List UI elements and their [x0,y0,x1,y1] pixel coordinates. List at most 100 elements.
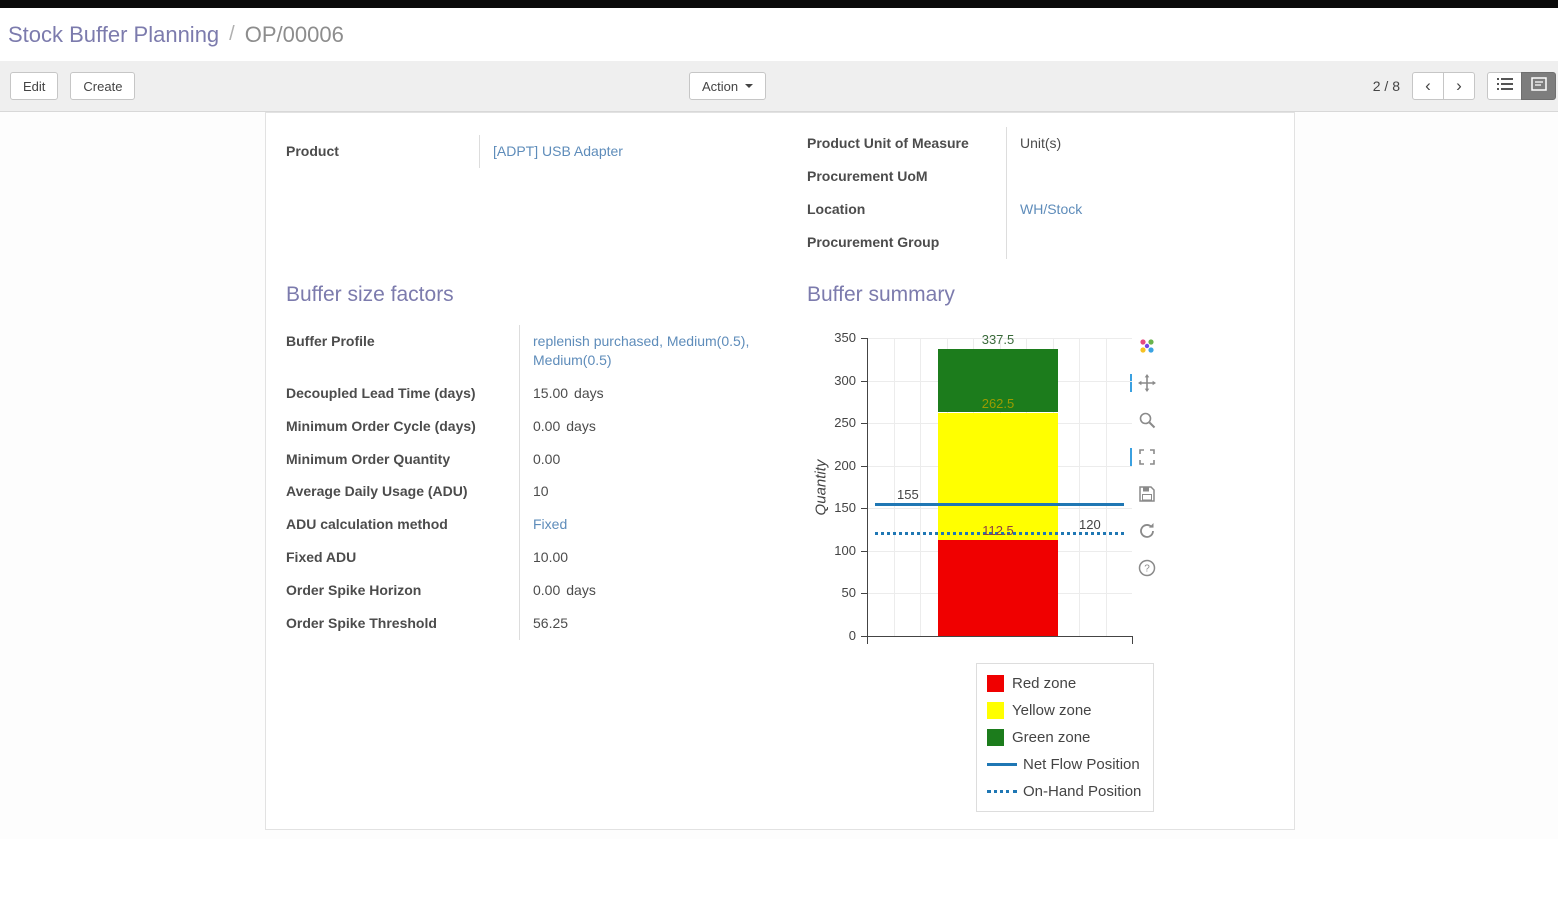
field-value: 10 [519,475,778,509]
field-suffix: days [566,417,596,434]
svg-text:?: ? [1144,564,1150,575]
chart-modebar: ? [1130,336,1157,578]
top-navbar [0,0,1558,8]
v-gridline [920,338,921,636]
field-row: Buffer Profile replenish purchased, Mediu… [286,325,778,377]
y-tick-label: 300 [834,372,856,388]
yellow-zone-swatch [987,702,1004,719]
help-icon[interactable]: ? [1137,558,1157,578]
legend-item-on-hand-position[interactable]: On-Hand Position [987,778,1143,805]
legend-label: Net Flow Position [1023,756,1140,773]
field-label: Order Spike Horizon [286,582,422,599]
procurement-field-group: Product Unit of Measure Unit(s) Procuremen… [807,127,1277,259]
field-value-link[interactable]: [ADPT] USB Adapter [493,143,623,159]
field-value: Unit(s) [1006,127,1277,160]
field-label: Location [807,200,866,217]
buffer-summary-title: Buffer summary [807,283,955,306]
list-icon [1496,76,1513,96]
action-dropdown-button[interactable]: Action [689,72,767,100]
field-value-link[interactable]: Fixed [533,516,568,533]
y-axis-line [867,338,868,637]
field-row: Fixed ADU 10.00 [286,541,778,575]
form-view-icon [1530,76,1547,96]
y-axis-tick [861,380,867,382]
field-row: Procurement Group [807,225,1277,259]
pager-previous-button[interactable]: ‹ [1412,72,1444,100]
field-value: 56.25 [519,607,778,640]
green-zone-swatch [987,729,1004,746]
pager-next-button[interactable]: › [1443,72,1475,100]
chevron-down-icon [745,84,754,88]
legend-item-green-zone[interactable]: Green zone [987,724,1143,751]
list-view-button[interactable] [1487,72,1522,100]
field-value-text: 10 [533,483,549,500]
legend-item-net-flow-position[interactable]: Net Flow Position [987,751,1143,778]
legend-label: On-Hand Position [1023,783,1142,800]
yellow-zone-bar [938,412,1058,541]
x-axis-tick [1132,636,1133,644]
pager-counter: 2 / 8 [1372,78,1400,94]
pan-icon[interactable] [1130,373,1157,393]
field-label: Procurement Group [807,233,940,250]
main-content-area: Product [ADPT] USB Adapter Product Unit o… [0,112,1558,839]
field-row: Minimum Order Cycle (days) 0.00 days [286,409,778,443]
zoom-icon[interactable] [1137,410,1157,430]
field-row: Location WH/Stock [807,192,1277,226]
on-hand-position-swatch [987,790,1017,793]
field-value-link[interactable]: WH/Stock [1020,200,1083,217]
reset-axes-icon[interactable] [1137,521,1157,541]
save-icon[interactable] [1137,484,1157,504]
breadcrumb: Stock Buffer Planning / OP/00006 [0,8,1558,61]
y-axis-tick [861,423,867,425]
on-hand-position-line [875,531,1124,535]
chart-annotation: 262.5 [981,395,1015,411]
field-label: ADU calculation method [286,516,448,533]
buffer-summary-chart: Quantity ? Red zone Yellow zone Green zone… [807,330,1287,898]
field-value-text: 0.00 [533,582,561,599]
buffer-size-factors-section: Buffer size factors Buffer Profile replen… [286,283,778,640]
autoscale-icon[interactable] [1130,447,1157,467]
legend-item-yellow-zone[interactable]: Yellow zone [987,697,1143,724]
field-value: 0.00 [519,442,778,476]
product-field-group: Product [ADPT] USB Adapter [286,135,778,168]
pager-buttons: ‹ › [1412,72,1475,100]
field-label: Decoupled Lead Time (days) [286,384,476,401]
breadcrumb-root-link[interactable]: Stock Buffer Planning [8,21,220,47]
field-row: Decoupled Lead Time (days) 15.00 days [286,376,778,410]
chart-legend: Red zone Yellow zone Green zone Net Flow Po… [976,663,1154,812]
action-dropdown-label: Action [702,78,739,94]
field-value-text: 10.00 [533,549,569,566]
x-axis-line [867,636,1133,637]
v-gridline [893,338,895,636]
field-row: Order Spike Horizon 0.00 days [286,574,778,608]
legend-label: Green zone [1012,729,1091,746]
field-value: [ADPT] USB Adapter [479,135,778,168]
field-row: Product Unit of Measure Unit(s) [807,127,1277,160]
field-label: Procurement UoM [807,167,928,184]
field-row: Order Spike Threshold 56.25 [286,607,778,640]
create-button[interactable]: Create [70,72,136,100]
chart-annotation: 155 [897,487,919,503]
control-panel-right: 2 / 8 ‹ › [1373,72,1556,100]
field-value-link[interactable]: replenish purchased, Medium(0.5), Medium… [533,333,750,368]
field-label: Product Unit of Measure [807,135,969,151]
field-value-text: 0.00 [533,417,561,434]
field-label: Minimum Order Quantity [286,450,451,467]
field-value [1006,225,1277,259]
control-panel-left: Edit Create [10,72,136,100]
field-value-text: 0.00 [533,450,561,467]
field-value-text: 56.25 [533,615,569,632]
field-value: replenish purchased, Medium(0.5), Medium… [519,325,778,377]
legend-label: Yellow zone [1012,702,1092,719]
field-value: 15.00 days [519,376,778,410]
legend-item-red-zone[interactable]: Red zone [987,670,1143,697]
view-switcher [1487,72,1556,100]
form-view-button[interactable] [1521,72,1556,100]
breadcrumb-separator: / [229,23,235,45]
plotly-logo-icon[interactable] [1137,336,1157,356]
field-label: Buffer Profile [286,333,375,349]
field-row: Minimum Order Quantity 0.00 [286,442,778,476]
buffer-size-factors-title: Buffer size factors [286,283,454,306]
edit-button[interactable]: Edit [10,72,59,100]
field-value [1006,159,1277,193]
